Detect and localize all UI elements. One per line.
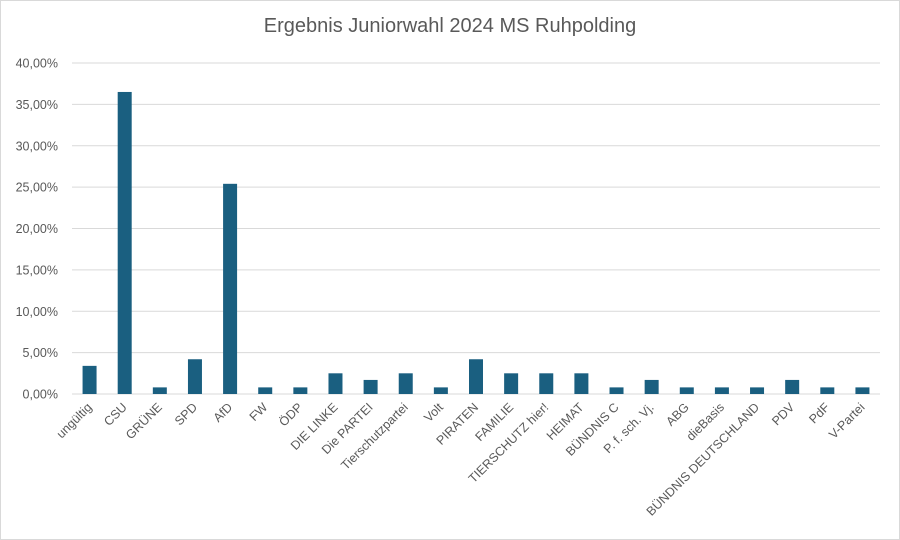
- bar: [679, 387, 694, 394]
- y-tick-label: 25,00%: [16, 181, 58, 195]
- bar: [820, 387, 835, 394]
- y-tick-label: 20,00%: [16, 222, 58, 236]
- x-tick-label: CSU: [101, 400, 130, 429]
- y-tick-label: 30,00%: [16, 139, 58, 153]
- bar: [609, 387, 624, 394]
- y-axis-ticks: 0,00% 5,00% 10,00% 15,00% 20,00% 25,00% 30,00%…: [16, 57, 58, 402]
- x-tick-label: GRÜNE: [123, 400, 165, 442]
- bar: [328, 373, 343, 394]
- bar: [714, 387, 729, 394]
- x-tick-label: ungültig: [54, 400, 95, 441]
- bar: [82, 365, 97, 394]
- bar: [398, 373, 413, 394]
- bar: [785, 379, 800, 394]
- y-tick-label: 5,00%: [23, 346, 58, 360]
- y-tick-label: 10,00%: [16, 305, 58, 319]
- bar: [293, 387, 308, 394]
- bar: [117, 91, 132, 395]
- bar: [750, 387, 765, 394]
- x-tick-label: PDV: [769, 400, 798, 429]
- x-tick-label: ÖDP: [276, 400, 305, 429]
- bar: [363, 379, 378, 394]
- x-tick-label: PdF: [806, 400, 832, 426]
- y-tick-label: 15,00%: [16, 263, 58, 277]
- bar: [644, 379, 659, 394]
- bar: [504, 373, 519, 394]
- y-tick-label: 35,00%: [16, 98, 58, 112]
- bar: [469, 359, 483, 394]
- bar: [187, 359, 202, 394]
- y-tick-label: 40,00%: [16, 57, 58, 71]
- chart-title: Ergebnis Juniorwahl 2024 MS Ruhpolding: [263, 15, 637, 37]
- bar: [223, 183, 238, 394]
- bars: [82, 91, 870, 395]
- x-tick-label: FW: [247, 400, 271, 424]
- x-tick-label: AfD: [211, 400, 236, 425]
- bar: [539, 373, 554, 394]
- x-tick-label: ABG: [663, 400, 692, 429]
- bar: [152, 387, 167, 394]
- bar: [258, 387, 273, 394]
- y-tick-label: 0,00%: [23, 388, 58, 402]
- bar: [574, 373, 589, 394]
- x-tick-label: Volt: [421, 400, 446, 425]
- gridlines: [72, 62, 880, 395]
- x-tick-label: V-Partei: [826, 400, 867, 441]
- bar: [855, 387, 870, 394]
- x-tick-label: SPD: [172, 400, 200, 428]
- bar: [433, 387, 448, 394]
